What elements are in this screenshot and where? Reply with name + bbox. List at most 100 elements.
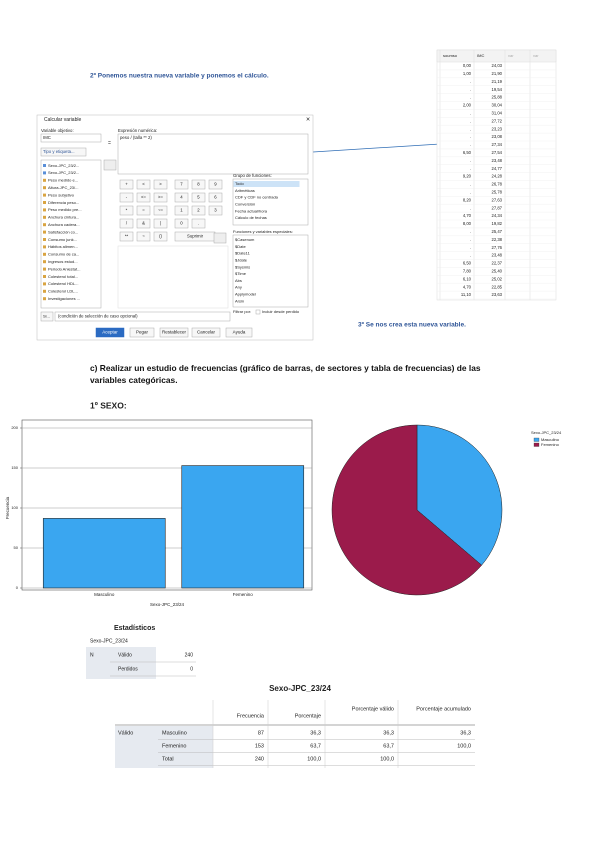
key-label[interactable]: 1 xyxy=(180,208,183,213)
group-item[interactable]: Fecha actual/hora xyxy=(235,208,268,213)
variable-item[interactable]: Peso medido e... xyxy=(48,178,78,183)
key-label[interactable]: 8 xyxy=(197,182,200,187)
key-label[interactable]: <= xyxy=(141,195,147,200)
variable-item[interactable]: Periodo Aniestat... xyxy=(48,266,80,271)
dialog-button-label[interactable]: Pegar xyxy=(136,330,149,335)
variable-item[interactable]: Anchura cadera... xyxy=(48,222,80,227)
key xyxy=(153,179,168,190)
variable-item[interactable]: Satisfacción co... xyxy=(48,229,78,234)
cell: . xyxy=(470,182,471,187)
cell: 63,7 xyxy=(383,743,394,749)
key-label[interactable]: 3 xyxy=(214,208,217,213)
cell: 100,0 xyxy=(307,756,321,762)
group-item[interactable]: CDF y CDF no centrada xyxy=(235,195,279,200)
variable-item[interactable]: Altura-JPC_23/... xyxy=(48,185,78,190)
function-item[interactable]: $Sysmis xyxy=(235,264,250,269)
group-item[interactable]: Todo xyxy=(235,181,244,186)
variable-item[interactable]: Colesterol LDL... xyxy=(48,289,78,294)
cell: 23,63 xyxy=(492,292,503,297)
function-item[interactable]: Arsin xyxy=(235,298,244,303)
key-label[interactable]: 4 xyxy=(180,195,183,200)
step-2: 2º Ponemos nuestra nueva variable y pone… xyxy=(90,73,269,80)
cell: . xyxy=(470,229,471,234)
key-label[interactable]: + xyxy=(125,182,128,187)
cell: . xyxy=(470,253,471,258)
checkbox xyxy=(255,309,261,315)
dialog-button-label[interactable]: Restablecer xyxy=(162,330,187,335)
variable-icon xyxy=(43,238,46,241)
dialog-button-label[interactable]: Ayuda xyxy=(233,330,246,335)
cell: 153 xyxy=(255,743,264,749)
variable-item[interactable]: Diferencia peso... xyxy=(48,200,79,205)
key-label[interactable]: () xyxy=(159,234,162,239)
section-c: c) Realizar un estudio de frecuencias (g… xyxy=(90,363,481,385)
cell: 22,38 xyxy=(492,237,503,242)
variable-item[interactable]: Sexo-JPC_23/2... xyxy=(48,170,79,175)
dialog-button-label[interactable]: Aceptar xyxy=(102,330,118,335)
row-label: Femenino xyxy=(162,743,186,749)
key-label[interactable]: > xyxy=(159,182,162,187)
bar xyxy=(42,518,166,589)
key-label[interactable]: 5 xyxy=(197,195,200,200)
key-label[interactable]: = xyxy=(142,208,145,213)
function-item[interactable]: $Time xyxy=(235,271,247,276)
variable-item[interactable]: Colesterol HDL... xyxy=(48,281,78,286)
function-item[interactable]: $Jdate xyxy=(235,257,248,262)
variable-item[interactable]: Sexo-JPC_23/2... xyxy=(48,163,79,168)
variable-icon xyxy=(43,297,46,301)
filter-option[interactable]: Incluir desde perdido xyxy=(262,309,300,314)
variable-item[interactable]: Hábitos alimen... xyxy=(48,244,78,249)
key-label[interactable]: ~= xyxy=(158,208,164,213)
variable-item[interactable]: Peso medido pre... xyxy=(48,207,82,212)
key-label[interactable]: ~ xyxy=(142,234,145,239)
expression[interactable]: peso / (talla ** 2) xyxy=(120,135,152,140)
function-item[interactable]: $Date xyxy=(235,244,246,249)
function-item[interactable]: $Date11 xyxy=(235,251,251,256)
function-item[interactable]: Any xyxy=(235,285,242,290)
cell: 27,34 xyxy=(492,142,503,147)
variable-icon xyxy=(43,178,46,182)
variable-item[interactable]: Investigaciones ... xyxy=(48,296,80,301)
cell: . xyxy=(470,134,471,139)
target-value[interactable]: IMC xyxy=(43,135,51,140)
if-button-label[interactable]: Si... xyxy=(43,314,50,319)
y-tick-label: 0 xyxy=(16,585,19,590)
key-label[interactable]: 2 xyxy=(197,208,200,213)
key-label[interactable]: Suprimir xyxy=(187,234,204,239)
key-label[interactable]: * xyxy=(126,208,128,213)
cell: 22,85 xyxy=(492,284,503,289)
variable-item[interactable]: Peso subjetivo xyxy=(48,192,75,197)
group-item[interactable]: Cálculo de fechas xyxy=(235,215,267,220)
key-label[interactable]: < xyxy=(142,182,145,187)
key-label[interactable]: 0 xyxy=(180,221,183,226)
key-label[interactable]: . xyxy=(198,221,199,226)
key-label[interactable]: - xyxy=(126,195,128,200)
function-item[interactable]: Applymodel xyxy=(235,291,256,296)
variable-item[interactable]: Anchura cintura... xyxy=(48,215,79,220)
key-label[interactable]: 9 xyxy=(214,182,217,187)
group-item[interactable]: Conversión xyxy=(235,201,255,206)
group-item[interactable]: Aritméticas xyxy=(235,188,255,193)
variable-item[interactable]: Consumo junk... xyxy=(48,237,77,242)
key-label[interactable]: ** xyxy=(125,234,129,239)
label-column xyxy=(115,726,213,768)
variable-item[interactable]: Consumo de ca... xyxy=(48,252,79,257)
cell: . xyxy=(470,87,471,92)
key-label[interactable]: | xyxy=(160,221,161,226)
key-label[interactable]: 6 xyxy=(214,195,217,200)
type-button-label[interactable]: Tipo y etiqueta... xyxy=(43,149,75,154)
function-item[interactable]: $Casenum xyxy=(235,237,255,242)
key-label[interactable]: & xyxy=(142,221,145,226)
function-item[interactable]: Abs xyxy=(235,278,242,283)
cell: . xyxy=(470,245,471,250)
key xyxy=(174,179,189,190)
key-label[interactable]: / xyxy=(126,221,128,226)
close-button[interactable]: × xyxy=(306,116,310,123)
key-label[interactable]: 7 xyxy=(180,182,183,187)
key-label[interactable]: >= xyxy=(158,195,164,200)
cell: 27,72 xyxy=(492,118,503,123)
variable-item[interactable]: Colesterol total... xyxy=(48,274,78,279)
dialog-button-label[interactable]: Cancelar xyxy=(197,330,216,335)
variable-item[interactable]: Ingresos estud... xyxy=(48,259,78,264)
